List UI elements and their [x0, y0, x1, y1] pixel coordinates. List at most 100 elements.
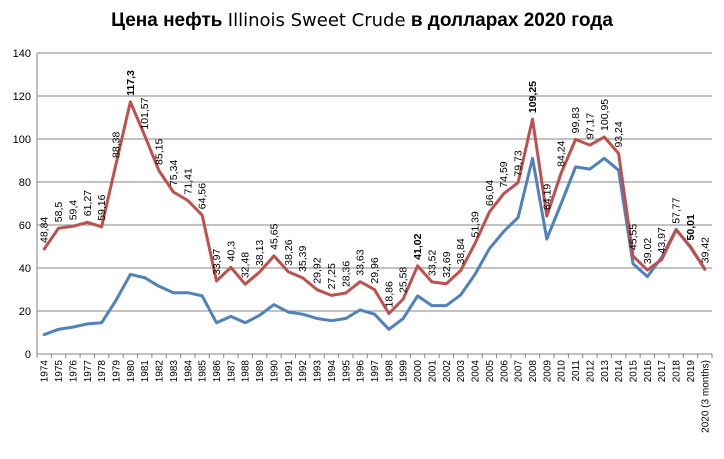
series-lines — [42, 100, 707, 337]
data-label: 35,39 — [297, 245, 309, 271]
x-tick-label: 2004 — [471, 360, 482, 383]
x-tick-label: 2010 — [557, 360, 568, 383]
x-tick-label: 1997 — [370, 360, 381, 383]
x-tick-label: 1983 — [169, 360, 180, 383]
x-tick-label: 2003 — [456, 360, 467, 383]
data-label: 28,36 — [340, 261, 352, 287]
data-label: 101,57 — [139, 97, 151, 129]
data-label: 39,42 — [699, 237, 711, 263]
data-label: 29,92 — [312, 257, 324, 283]
x-tick-label: 1996 — [356, 360, 367, 383]
x-tick-label: 1975 — [54, 360, 65, 383]
y-tick-label: 0 — [25, 349, 31, 361]
x-tick-label: 1979 — [111, 360, 122, 383]
data-label: 59,16 — [96, 194, 108, 220]
x-axis: 1974 1975 1976 1977 1978 1979 1980 1981 1982 1983… — [36, 353, 713, 433]
series-line — [42, 156, 707, 337]
x-tick-label: 2006 — [499, 360, 510, 383]
x-tick-label: 1982 — [155, 360, 166, 383]
data-label: 109,25 — [527, 81, 539, 113]
data-label: 50,01 — [685, 214, 697, 240]
x-tick-label: 1989 — [255, 360, 266, 383]
x-tick-label: 1988 — [241, 360, 252, 383]
data-label: 40,3 — [225, 241, 237, 262]
data-label: 45,65 — [268, 223, 280, 249]
chart-title-prefix: Цена нефть — [111, 10, 223, 31]
data-label: 32,69 — [441, 251, 453, 277]
x-tick-label: 2017 — [657, 360, 668, 383]
series-line — [42, 100, 707, 315]
data-label: 43,97 — [656, 227, 668, 253]
chart-title-suffix: в долларах 2020 года — [410, 10, 613, 31]
x-tick-label: 1994 — [327, 360, 338, 383]
data-label: 38,26 — [283, 239, 295, 265]
x-tick-label: 1991 — [284, 360, 295, 383]
data-label: 93,24 — [613, 121, 625, 147]
x-tick-label: 1976 — [68, 360, 79, 383]
data-label: 48,84 — [39, 217, 51, 243]
x-tick-label: 2015 — [629, 360, 640, 383]
x-tick-label: 1998 — [384, 360, 395, 383]
data-label: 51,39 — [470, 211, 482, 237]
x-tick-label: 1980 — [126, 360, 137, 383]
data-label: 79,73 — [513, 150, 525, 176]
y-tick-label: 40 — [19, 263, 31, 275]
data-label: 41,02 — [412, 233, 424, 259]
x-tick-label: 2014 — [614, 360, 625, 383]
x-tick-label: 2007 — [514, 360, 525, 383]
data-label: 75,34 — [168, 160, 180, 186]
data-label: 57,77 — [671, 197, 683, 223]
data-label: 33,63 — [355, 249, 367, 275]
x-tick-label: 2001 — [427, 360, 438, 383]
x-tick-label: 1981 — [140, 360, 151, 383]
data-label: 74,59 — [498, 161, 510, 187]
data-label: 64,19 — [541, 184, 553, 210]
data-label: 100,95 — [599, 99, 611, 131]
data-label: 39,02 — [642, 238, 654, 264]
data-label: 25,58 — [398, 267, 410, 293]
data-label: 117,3 — [125, 70, 137, 96]
x-tick-label: 1986 — [212, 360, 223, 383]
x-tick-label: 2020 (3 months) — [700, 360, 711, 433]
y-tick-label: 100 — [13, 134, 31, 146]
x-tick-label: 1993 — [313, 360, 324, 383]
data-label: 84,24 — [556, 140, 568, 166]
x-tick-label: 2012 — [585, 360, 596, 383]
x-tick-label: 1978 — [97, 360, 108, 383]
data-label: 99,83 — [570, 107, 582, 133]
data-label: 18,86 — [383, 281, 395, 307]
x-tick-label: 1977 — [83, 360, 94, 383]
y-tick-label: 140 — [13, 48, 31, 60]
chart-title-middle: Illinois Sweet Crude — [227, 10, 406, 31]
x-tick-label: 1985 — [198, 360, 209, 383]
data-label: 64,56 — [197, 183, 209, 209]
data-label: 33,97 — [211, 249, 223, 275]
data-label: 61,27 — [82, 190, 94, 216]
x-tick-label: 1995 — [341, 360, 352, 383]
x-tick-label: 2002 — [442, 360, 453, 383]
data-label: 33,52 — [426, 249, 438, 275]
data-label: 85,15 — [154, 138, 166, 164]
x-tick-label: 2016 — [643, 360, 654, 383]
data-label: 59,4 — [67, 200, 79, 221]
x-tick-label: 1984 — [183, 360, 194, 383]
y-tick-label: 60 — [19, 220, 31, 232]
x-tick-label: 2005 — [485, 360, 496, 383]
x-tick-label: 2013 — [600, 360, 611, 383]
data-label: 32,48 — [240, 252, 252, 278]
x-tick-label: 1990 — [269, 360, 280, 383]
x-tick-label: 2000 — [413, 360, 424, 383]
x-tick-label: 1992 — [298, 360, 309, 383]
x-tick-label: 2009 — [542, 360, 553, 383]
data-label: 38,13 — [254, 240, 266, 266]
y-tick-label: 120 — [13, 91, 31, 103]
data-label: 66,04 — [484, 180, 496, 206]
y-tick-label: 20 — [19, 306, 31, 318]
x-tick-label: 2008 — [528, 360, 539, 383]
data-label: 29,96 — [369, 257, 381, 283]
data-label: 38,84 — [455, 238, 467, 264]
data-label: 27,25 — [326, 263, 338, 289]
x-tick-label: 2018 — [672, 360, 683, 383]
